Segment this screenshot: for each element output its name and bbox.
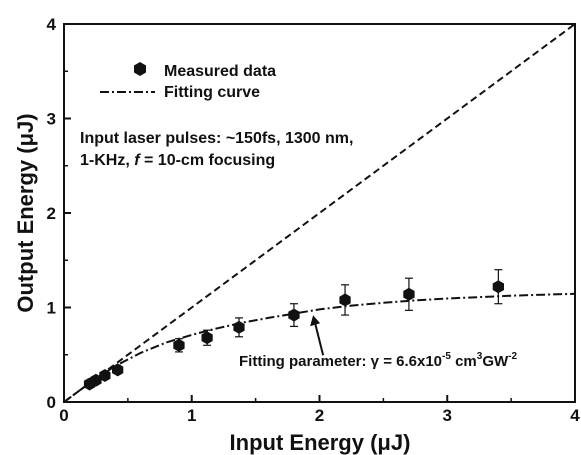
fit-text-c: GW bbox=[482, 353, 509, 370]
y-axis-title: Output Energy (μJ) bbox=[13, 113, 38, 312]
x-tick-label: 2 bbox=[315, 406, 324, 425]
data-point bbox=[90, 373, 102, 387]
y-tick-label: 1 bbox=[47, 299, 56, 318]
x-tick-label: 0 bbox=[59, 406, 68, 425]
x-axis-title: Input Energy (μJ) bbox=[230, 430, 411, 455]
data-point bbox=[339, 293, 351, 307]
data-point bbox=[288, 308, 300, 322]
y-tick-label: 4 bbox=[47, 15, 57, 34]
legend-label-fit: Fitting curve bbox=[164, 84, 260, 101]
fit-exp-2: 3 bbox=[477, 351, 483, 362]
axis-ticks: 0 1 2 3 4 0 1 2 3 4 bbox=[47, 15, 581, 425]
y-tick-label: 0 bbox=[47, 393, 56, 412]
data-point bbox=[492, 280, 504, 294]
y-tick-label: 2 bbox=[47, 204, 56, 223]
data-points bbox=[83, 269, 504, 391]
legend: Measured data Fitting curve bbox=[100, 62, 276, 101]
annotation-arrow bbox=[310, 315, 325, 356]
arrow-shaft bbox=[314, 323, 325, 356]
x-tick-label: 3 bbox=[443, 406, 452, 425]
fit-exp-1: -5 bbox=[442, 351, 451, 362]
data-point bbox=[403, 287, 415, 301]
legend-label-measured: Measured data bbox=[164, 63, 276, 80]
note-line-2a: 1-KHz, bbox=[80, 152, 134, 169]
fit-text-a: Fitting parameter: γ = 6.6x10 bbox=[239, 353, 442, 370]
note-line-2: 1-KHz, f = 10-cm focusing bbox=[80, 152, 275, 169]
x-tick-label: 4 bbox=[570, 406, 580, 425]
legend-marker-hexagon bbox=[134, 62, 146, 76]
y-tick-label: 3 bbox=[47, 110, 56, 129]
data-point bbox=[173, 338, 185, 352]
arrow-head bbox=[310, 315, 321, 327]
fitting-curve bbox=[63, 292, 576, 403]
data-point bbox=[112, 363, 124, 377]
reference-dashed-line bbox=[63, 23, 576, 403]
data-point bbox=[233, 320, 245, 334]
data-point bbox=[201, 331, 213, 345]
data-point bbox=[99, 369, 111, 382]
note-focal-symbol: f bbox=[134, 152, 141, 169]
fit-exp-3: -2 bbox=[508, 351, 517, 362]
note-line-2b: = 10-cm focusing bbox=[140, 152, 276, 169]
fit-parameter-text: Fitting parameter: γ = 6.6x10-5 cm3GW-2 bbox=[239, 351, 517, 370]
fit-text-b: cm bbox=[451, 353, 477, 370]
note-line-1: Input laser pulses: ~150fs, 1300 nm, bbox=[80, 130, 353, 147]
reference-line bbox=[63, 23, 576, 403]
x-tick-label: 1 bbox=[187, 406, 196, 425]
fitting-curve-line bbox=[63, 292, 576, 403]
